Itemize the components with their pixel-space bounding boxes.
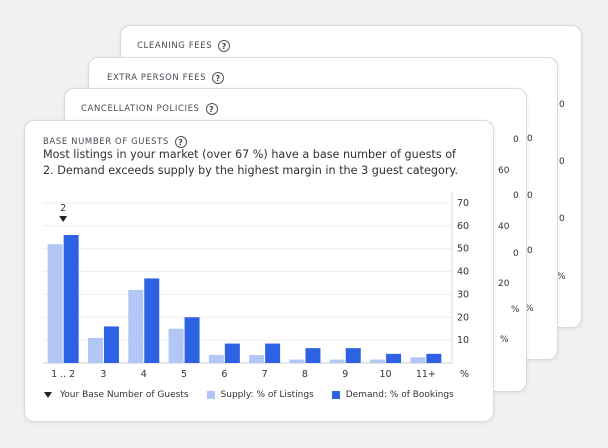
y-tick-label: 70: [457, 198, 469, 209]
demand-bar: [144, 278, 160, 363]
peek-tick: 0: [513, 191, 519, 201]
x-tick-label: 5: [181, 369, 187, 380]
peek-tick: 0: [527, 246, 533, 256]
peek-tick: %: [557, 272, 566, 282]
peek-tick: 0: [527, 134, 533, 144]
supply-bar: [329, 359, 345, 363]
supply-bar: [47, 244, 63, 363]
demand-bar: [265, 343, 281, 363]
demand-bar: [426, 353, 442, 363]
peek-tick: 60: [498, 166, 510, 176]
legend-item-marker: Your Base Number of Guests: [44, 390, 189, 400]
peek-tick: %: [525, 304, 534, 314]
peek-tick: 0: [559, 100, 565, 110]
peek-tick: 0: [559, 157, 565, 167]
peek-tick: 0: [527, 191, 533, 201]
y-tick-label: 60: [457, 221, 469, 232]
demand-bar: [305, 348, 321, 363]
peek-tick: 0: [513, 249, 519, 259]
cancellation-policies-title: CANCELLATION POLICIES: [81, 104, 200, 114]
y-tick-label: 50: [457, 244, 469, 255]
legend-label: Demand: % of Bookings: [345, 390, 454, 400]
peek-tick: 0: [513, 135, 519, 145]
supply-bar: [289, 359, 305, 363]
help-icon[interactable]: ?: [218, 40, 231, 52]
supply-bar: [370, 359, 386, 363]
chart-legend: Your Base Number of Guests Supply: % of …: [44, 390, 472, 400]
legend-item-demand[interactable]: Demand: % of Bookings: [331, 390, 454, 400]
demand-bar: [63, 235, 79, 363]
peek-tick: 20: [498, 279, 510, 289]
help-icon[interactable]: ?: [212, 72, 225, 84]
demand-bar: [345, 348, 361, 363]
supply-bar: [410, 357, 426, 363]
x-tick-label: 3: [100, 369, 106, 380]
x-tick-label: 9: [342, 369, 348, 380]
x-tick-label: 10: [380, 369, 392, 380]
card-description: Most listings in your market (over 67 %)…: [43, 148, 458, 177]
y-unit-label: %: [460, 369, 469, 380]
y-tick-label: 20: [457, 312, 469, 323]
peek-tick: 0: [559, 214, 565, 224]
supply-bar: [168, 328, 184, 363]
triangle-marker-icon: [44, 392, 52, 398]
help-icon[interactable]: ?: [205, 103, 218, 115]
supply-bar: [128, 289, 144, 363]
peek-tick: %: [511, 305, 520, 315]
peek-tick: 40: [498, 222, 510, 232]
legend-label: Supply: % of Listings: [220, 390, 314, 400]
card-title: BASE NUMBER OF GUESTS: [43, 137, 169, 147]
x-tick-label: 11+: [416, 369, 436, 380]
y-tick-label: 30: [457, 289, 469, 300]
peek-tick: %: [500, 335, 509, 345]
y-tick-label: 10: [457, 335, 469, 346]
demand-swatch-icon: [331, 391, 340, 399]
supply-bar: [249, 355, 265, 363]
marker-triangle-icon: [59, 216, 68, 222]
x-tick-label: 7: [262, 369, 268, 380]
demand-bar: [103, 326, 119, 363]
extra-person-fees-title: EXTRA PERSON FEES: [107, 73, 207, 83]
x-tick-label: 1 .. 2: [51, 369, 75, 380]
supply-bar: [208, 355, 224, 363]
help-icon[interactable]: ?: [174, 136, 187, 148]
cleaning-fees-title: CLEANING FEES: [137, 41, 213, 51]
marker-label: 2: [60, 203, 66, 214]
legend-item-supply[interactable]: Supply: % of Listings: [206, 390, 314, 400]
y-tick-label: 40: [457, 267, 469, 278]
x-tick-label: 4: [141, 369, 147, 380]
x-tick-label: 6: [221, 369, 227, 380]
legend-label: Your Base Number of Guests: [60, 390, 189, 400]
demand-bar: [386, 353, 402, 363]
demand-bar: [224, 343, 240, 363]
x-tick-label: 8: [302, 369, 308, 380]
supply-bar: [87, 337, 103, 363]
supply-swatch-icon: [206, 391, 215, 399]
demand-bar: [184, 317, 200, 363]
base-number-of-guests-card[interactable]: BASE NUMBER OF GUESTS ? Most listings in…: [24, 120, 494, 422]
